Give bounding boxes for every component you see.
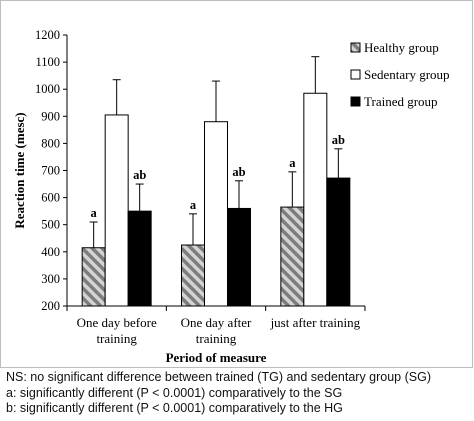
y-tick-label: 900 [41,109,60,123]
legend-swatch [350,42,361,53]
footnote-ns: NS: no significant difference between tr… [6,370,431,384]
y-tick-label: 300 [41,272,60,286]
bar-healthy-group [181,244,205,307]
chart-frame [0,0,473,368]
bar-trained-group [127,210,152,307]
significance-label: ab [332,133,345,147]
significance-label: a [91,206,98,220]
footnote-b: b: significantly different (P < 0.0001) … [6,401,343,415]
x-axis-title: Period of measure [166,350,267,365]
y-tick-label: 800 [41,136,60,150]
significance-label: a [289,156,296,170]
bar-healthy-group [280,206,305,307]
x-category-label: One day after [181,315,252,330]
x-category-label: One day before [77,315,157,330]
significance-label: ab [232,165,245,179]
y-tick-label: 600 [41,191,60,205]
x-category-label: just after training [270,315,361,330]
significance-label: ab [133,168,146,182]
y-axis-title: Reaction time (mesc) [12,112,27,228]
legend-swatch [350,96,361,107]
bar-trained-group [227,207,251,307]
x-category-label: training [196,331,237,346]
significance-label: a [190,198,197,212]
footnote-a: a: significantly different (P < 0.0001) … [6,385,343,400]
bar-sedentary-group [104,114,129,307]
legend-label: Trained group [364,94,438,109]
bar-trained-group [326,177,351,307]
legend-label: Sedentary group [364,67,450,82]
footnotes: NS: no significant difference between tr… [6,370,472,421]
y-tick-label: 200 [41,299,60,313]
y-tick-label: 1000 [35,82,60,96]
y-tick-label: 1200 [35,28,60,42]
y-tick-label: 400 [41,245,60,259]
bar-sedentary-group [303,92,328,307]
y-tick-label: 700 [41,164,60,178]
bar-healthy-group [81,247,106,307]
y-tick-label: 1100 [35,55,60,69]
legend-swatch [350,69,361,80]
bar-chart: 200 300 400 500 600 700 800 900 1000 1100 1200 a ab O… [12,28,450,365]
bar-sedentary-group [204,121,228,307]
y-tick-label: 500 [41,218,60,232]
legend-label: Healthy group [364,40,439,55]
x-category-label: training [96,331,137,346]
